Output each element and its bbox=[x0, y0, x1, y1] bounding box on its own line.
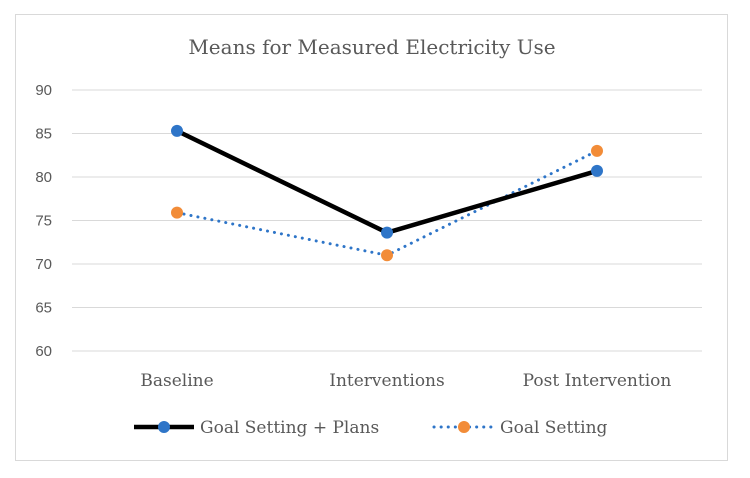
y-axis-ticks: 60 65 70 75 80 85 90 bbox=[35, 82, 52, 360]
data-point bbox=[381, 249, 393, 262]
legend-label: Goal Setting + Plans bbox=[200, 418, 379, 438]
legend-item: Goal Setting bbox=[432, 418, 608, 438]
x-axis-ticks: Baseline Interventions Post Intervention bbox=[140, 371, 671, 391]
data-point bbox=[591, 144, 603, 157]
y-tick-label: 65 bbox=[35, 300, 52, 317]
data-point bbox=[591, 164, 603, 177]
y-tick-label: 85 bbox=[35, 126, 52, 143]
x-tick-label: Post Intervention bbox=[523, 371, 672, 391]
series-line-0 bbox=[176, 128, 598, 235]
data-point bbox=[381, 226, 393, 239]
legend-label: Goal Setting bbox=[500, 418, 608, 438]
y-tick-label: 90 bbox=[35, 82, 52, 99]
legend-swatch-marker bbox=[458, 421, 470, 433]
series-line-1 bbox=[175, 149, 599, 257]
y-tick-label: 75 bbox=[35, 213, 52, 230]
data-point bbox=[171, 124, 183, 137]
y-tick-label: 60 bbox=[35, 343, 52, 360]
x-tick-label: Interventions bbox=[329, 371, 444, 391]
legend-item: Goal Setting + Plans bbox=[134, 418, 379, 438]
gridlines bbox=[72, 89, 702, 352]
y-tick-label: 80 bbox=[35, 169, 52, 186]
data-point bbox=[171, 206, 183, 219]
y-tick-label: 70 bbox=[35, 256, 52, 273]
legend-swatch-marker bbox=[158, 421, 170, 433]
legend: Goal Setting + Plans Goal Setting bbox=[134, 418, 608, 438]
chart-title: Means for Measured Electricity Use bbox=[188, 35, 555, 59]
chart-frame bbox=[15, 14, 728, 461]
x-tick-label: Baseline bbox=[140, 371, 213, 391]
series-layer bbox=[171, 124, 603, 262]
